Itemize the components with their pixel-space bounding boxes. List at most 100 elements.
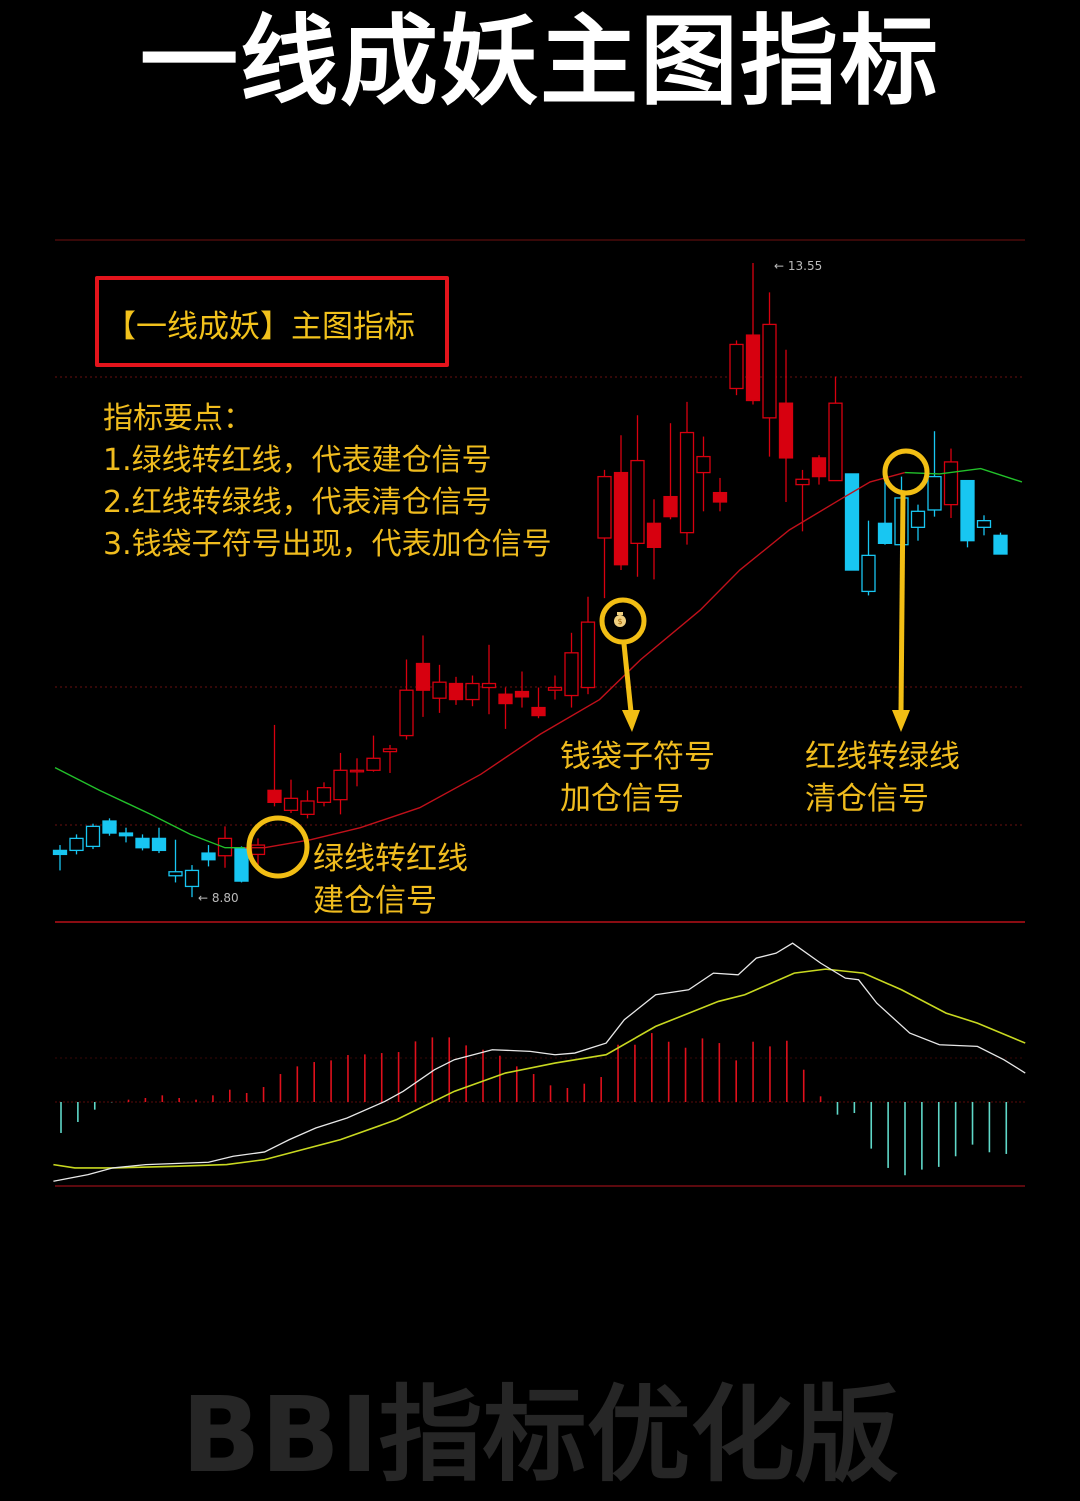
bbi-green-segment — [54, 767, 245, 849]
candle-body — [85, 825, 101, 848]
candle-body — [795, 478, 810, 486]
candle — [663, 423, 678, 520]
candle-body — [118, 832, 134, 837]
candle — [828, 376, 843, 482]
candle — [580, 596, 596, 695]
add-annotation-line1: 钱袋子符号 — [560, 739, 715, 775]
candle-body — [267, 789, 282, 803]
candle — [745, 263, 761, 405]
low-price-label: ← 8.80 — [198, 891, 239, 905]
candle-body — [993, 534, 1008, 555]
candle-body — [283, 797, 299, 812]
candle-body — [613, 471, 629, 566]
candle — [267, 724, 282, 807]
candle-body — [465, 682, 480, 701]
candle — [201, 845, 216, 867]
candle — [448, 676, 464, 705]
candle — [976, 515, 992, 536]
candle-body — [762, 323, 777, 419]
candle — [993, 532, 1008, 555]
candle — [316, 782, 332, 807]
candle-body — [877, 522, 893, 545]
candle — [795, 469, 810, 532]
candle-body — [234, 847, 249, 882]
candle — [184, 865, 200, 898]
signal-markers: $ — [246, 448, 930, 879]
candle-body — [366, 757, 381, 771]
candle-body — [910, 510, 926, 528]
candle — [597, 469, 612, 599]
candle — [498, 687, 513, 729]
candle-body — [498, 693, 513, 705]
candle-body — [184, 869, 200, 888]
buy-annotation-line2: 建仓信号 — [313, 883, 437, 919]
candle-body — [547, 686, 563, 691]
candle-body — [135, 837, 150, 849]
candle — [234, 846, 249, 883]
candle-body — [630, 459, 645, 544]
candle — [531, 687, 546, 719]
buy-annotation-line1: 绿线转红线 — [313, 841, 468, 877]
candle-body — [943, 461, 959, 506]
candle — [399, 659, 414, 740]
candle-body — [861, 554, 876, 593]
sell-signal-circle — [882, 448, 930, 496]
indicator-notes: 指标要点： 1.绿线转红线，代表建仓信号 2.红线转绿线，代表清仓信号 3.钱袋… — [103, 398, 552, 566]
sell-arrow-head — [892, 710, 910, 732]
buy-signal-circle — [246, 815, 310, 879]
indicator-name-box: 【一线成妖】主图指标 — [95, 276, 449, 367]
candle-body — [102, 820, 117, 834]
candle-body — [712, 491, 728, 503]
candle-body — [960, 479, 975, 542]
low-price-value: 8.80 — [211, 891, 239, 905]
macd-panel — [53, 942, 1026, 1182]
candle-body — [531, 706, 546, 717]
candle — [382, 744, 398, 773]
candle-body — [580, 621, 596, 689]
candle-body — [481, 682, 497, 689]
candle-body — [646, 522, 662, 549]
candle-body — [52, 849, 68, 856]
candle-body — [745, 334, 761, 402]
candle — [118, 827, 134, 843]
candle-body — [448, 682, 464, 701]
candle — [613, 435, 629, 571]
sell-annotation-line1: 红线转绿线 — [805, 739, 960, 775]
candle-body — [151, 837, 167, 852]
add-arrow-head — [622, 710, 640, 732]
candle-body — [729, 343, 744, 390]
add-signal-circle — [599, 597, 647, 645]
candle-body — [811, 457, 827, 478]
candle — [481, 644, 497, 715]
bbi-line — [54, 467, 1023, 849]
candle — [762, 292, 777, 457]
candle-body — [333, 769, 348, 801]
candle — [646, 499, 662, 580]
sell-annotation-line2: 清仓信号 — [805, 781, 929, 817]
candle — [300, 790, 315, 819]
candles — [52, 263, 1008, 898]
candle-body — [696, 455, 711, 474]
candle-body — [679, 431, 695, 534]
note-item: 1.绿线转红线，代表建仓信号 — [103, 443, 492, 478]
candle — [712, 477, 728, 512]
bbi-green-segment — [904, 467, 1023, 483]
candle — [943, 448, 959, 518]
note-item: 2.红线转绿线，代表清仓信号 — [103, 485, 492, 520]
add-annotation: 钱袋子符号 加仓信号 — [560, 736, 715, 820]
watermark: BBI指标优化版 — [181, 1374, 899, 1496]
candle-body — [300, 800, 315, 816]
candle-body — [168, 871, 183, 877]
candle — [415, 635, 431, 717]
candle — [366, 735, 381, 772]
candle-body — [250, 844, 266, 856]
candle-body — [844, 473, 860, 571]
candle — [679, 401, 695, 545]
candle-body — [432, 681, 447, 699]
candle — [778, 349, 794, 502]
notes-heading: 指标要点： — [103, 401, 253, 436]
dif-line — [53, 942, 1026, 1182]
candle-body — [976, 520, 992, 528]
stock-chart: $ — [52, 239, 1026, 1187]
candle — [547, 675, 563, 700]
